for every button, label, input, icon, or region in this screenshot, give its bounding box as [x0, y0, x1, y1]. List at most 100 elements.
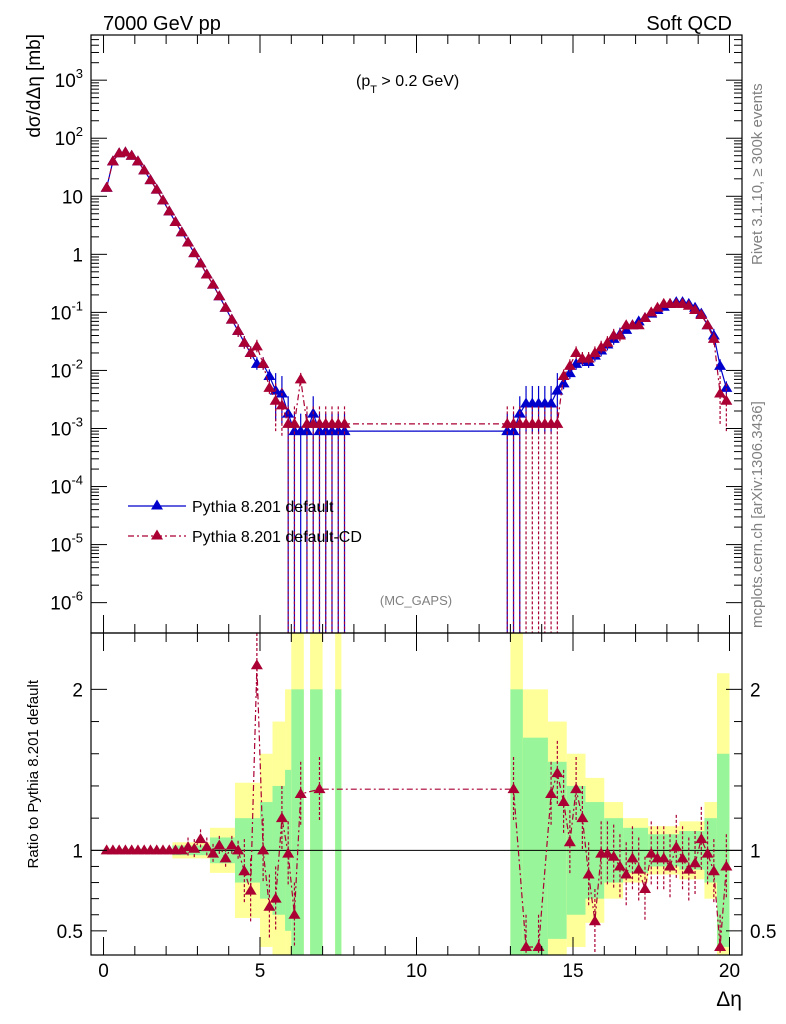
data-point-0-28 — [275, 387, 288, 398]
data-point-1-30 — [288, 417, 301, 428]
ratio-point-45 — [601, 847, 614, 858]
ratio-point-16 — [200, 841, 213, 852]
legend: Pythia 8.201 default Pythia 8.201 defaul… — [128, 499, 362, 546]
data-point-1-55 — [601, 336, 614, 347]
ratio-point-47 — [613, 860, 626, 871]
legend-entry-default: Pythia 8.201 default — [128, 499, 334, 516]
data-point-1-49 — [563, 359, 576, 370]
ratio-point-14 — [188, 842, 201, 853]
ratio-point-56 — [670, 841, 683, 852]
data-point-0-48 — [557, 377, 570, 388]
xtick-label-10: 10 — [406, 961, 427, 982]
ratio-point-12 — [175, 844, 188, 855]
data-point-1-21 — [232, 324, 245, 335]
data-point-0-38 — [338, 425, 351, 436]
data-point-0-74 — [720, 381, 733, 392]
green-band-10 — [510, 689, 523, 955]
data-point-1-18 — [213, 290, 226, 301]
legend-label-default: Pythia 8.201 default — [192, 499, 334, 516]
data-point-1-61 — [638, 312, 651, 323]
data-point-1-16 — [200, 268, 213, 279]
data-point-1-69 — [689, 303, 702, 314]
ratio-point-40 — [570, 783, 583, 794]
data-point-0-49 — [563, 367, 576, 378]
ratio-point-46 — [607, 850, 620, 861]
ratio-point-63 — [714, 940, 727, 951]
data-point-1-57 — [613, 329, 626, 340]
ytick-label-9: 103 — [55, 66, 83, 92]
data-point-0-73 — [714, 359, 727, 370]
side-mcplots-label: mcplots.cern.ch [arXiv:1306.3436] — [749, 401, 766, 628]
data-point-1-27 — [269, 394, 282, 405]
data-point-1-8 — [150, 183, 163, 194]
data-point-1-4 — [125, 149, 138, 160]
cut-label: (pT > 0.2 GeV) — [356, 73, 459, 96]
data-point-1-10 — [163, 205, 176, 216]
data-point-1-31 — [294, 373, 307, 384]
data-point-1-25 — [257, 357, 270, 368]
data-point-1-53 — [588, 346, 601, 357]
ratio-point-32 — [313, 783, 326, 794]
data-point-1-23 — [244, 346, 257, 357]
ratio-point-37 — [551, 767, 564, 778]
ratio-ytick-label-right-1: 1 — [750, 841, 761, 862]
ratio-point-64 — [720, 860, 733, 871]
data-point-0-32 — [300, 425, 313, 436]
data-point-1-54 — [595, 341, 608, 352]
ratio-point-36 — [545, 788, 558, 798]
ratio-point-25 — [257, 844, 270, 855]
ratio-point-48 — [620, 868, 633, 879]
ratio-point-28 — [275, 812, 288, 823]
data-point-1-62 — [645, 306, 658, 317]
ytick-label-5: 10-1 — [50, 298, 83, 324]
ratio-point-60 — [695, 833, 708, 844]
ratio-point-51 — [638, 882, 651, 893]
xaxis-label: Δη — [716, 988, 742, 1011]
ratio-point-43 — [588, 915, 601, 926]
series-line-1 — [106, 151, 727, 425]
ratio-ytick-label-left-2: 2 — [72, 680, 83, 701]
ratio-point-24 — [250, 659, 263, 670]
data-point-0-46 — [545, 397, 558, 408]
xtick-label-5: 5 — [255, 961, 266, 982]
ratio-point-49 — [626, 852, 639, 863]
ratio-point-26 — [263, 900, 276, 911]
ratio-frame — [90, 632, 743, 956]
ratio-point-50 — [632, 863, 645, 874]
xtick-label-15: 15 — [562, 961, 583, 982]
ratio-point-21 — [232, 844, 245, 855]
side-rivet-label: Rivet 3.1.10, ≥ 300k events — [749, 83, 766, 265]
ratio-point-59 — [689, 857, 702, 868]
main-plot — [100, 146, 733, 633]
data-point-1-14 — [188, 247, 201, 258]
ratio-point-15 — [194, 833, 207, 844]
data-point-1-7 — [144, 174, 157, 185]
data-point-1-28 — [275, 399, 288, 410]
data-point-1-63 — [651, 301, 664, 312]
data-point-0-40 — [507, 425, 520, 436]
ratio-point-31 — [294, 788, 307, 798]
ratio-ytick-label-left-0: 0.5 — [57, 922, 83, 943]
ytick-label-6: 1 — [72, 245, 83, 266]
header-left: 7000 GeV pp — [103, 13, 221, 35]
ratio-point-17 — [207, 847, 220, 858]
main-ylabel: dσ/dΔη [mb] — [24, 34, 45, 138]
ratio-point-30 — [288, 908, 301, 919]
data-point-1-12 — [175, 226, 188, 237]
ytick-label-0: 10-6 — [50, 589, 83, 615]
ratio-point-61 — [701, 847, 714, 858]
ratio-point-54 — [657, 852, 670, 863]
xtick-label-20: 20 — [719, 961, 740, 982]
ytick-label-7: 10 — [62, 187, 83, 208]
ratio-point-58 — [682, 863, 695, 874]
ytick-label-4: 10-2 — [50, 356, 83, 382]
ratio-point-22 — [238, 865, 251, 876]
series-line-0 — [106, 151, 727, 432]
xtick-label-0: 0 — [98, 961, 109, 982]
ratio-point-18 — [213, 839, 226, 850]
data-point-1-17 — [207, 278, 220, 289]
ratio-ytick-label-right-2: 2 — [750, 680, 761, 701]
header-right: Soft QCD — [646, 13, 732, 35]
green-band-8 — [310, 689, 323, 955]
data-point-1-52 — [582, 352, 595, 363]
